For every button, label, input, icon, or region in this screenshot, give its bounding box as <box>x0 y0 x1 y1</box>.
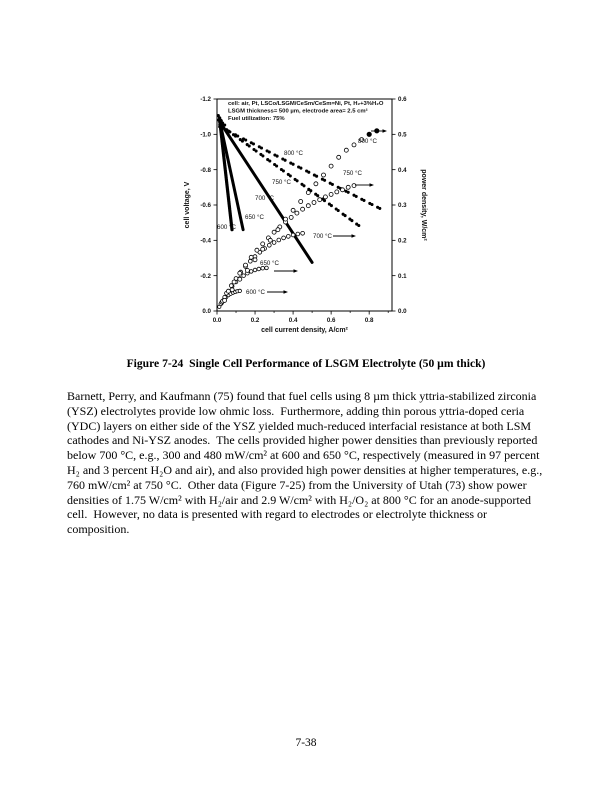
temperature-label: 700 °C <box>313 233 333 240</box>
x-axis-title: cell current density, A/cm² <box>261 327 348 334</box>
y-left-tick-label: 0.0 <box>202 308 211 315</box>
y-left-tick-label: -1.2 <box>200 96 211 103</box>
temperature-label: 650 °C <box>260 260 280 267</box>
x-tick-label: 0.0 <box>213 317 222 324</box>
x-tick-label: 0.2 <box>251 317 260 324</box>
x-tick-label: 0.8 <box>365 317 374 324</box>
y-left-tick-label: -0.4 <box>200 238 211 245</box>
temperature-label: 600 °C <box>246 289 266 296</box>
y-left-tick-label: -0.6 <box>200 202 211 209</box>
figure-7-24: 0.0 0.2 0.4 0.6 0.8 -1.2 -1.0 -0.8 -0.6 -0.4 -0.2 0… <box>175 88 447 355</box>
y-left-tick-label: -0.2 <box>200 273 211 280</box>
series-voltage-650C <box>218 120 245 232</box>
figure-caption: Figure 7-24 Single Cell Performance of L… <box>126 357 486 370</box>
temperature-label: 700 °C <box>255 195 275 202</box>
y-right-tick-label: 0.6 <box>398 96 407 103</box>
y-right-tick-label: 0.3 <box>398 202 407 209</box>
y-left-axis-title: cell voltage, V <box>184 181 191 228</box>
series-voltage-800C <box>218 125 382 210</box>
y-right-tick-label: 0.2 <box>398 238 407 245</box>
series-voltage-600C <box>218 120 234 232</box>
body-paragraph: Barnett, Perry, and Kaufmann (75) found … <box>67 389 546 537</box>
y-left-tick-label: -0.8 <box>200 167 211 174</box>
series-voltage-700C <box>218 120 314 264</box>
right-arrow <box>267 290 288 294</box>
y-left-tick-label: -1.0 <box>200 132 211 139</box>
temperature-label: 650 °C <box>245 214 265 221</box>
right-arrow <box>355 183 374 187</box>
series-voltage-750C <box>218 123 361 228</box>
y-right-tick-label: 0.5 <box>398 132 407 139</box>
temperature-label: 600 °C <box>217 224 237 231</box>
x-tick-label: 0.6 <box>327 317 336 324</box>
series-voltage-start-cluster <box>216 114 227 127</box>
series-power-800C <box>222 128 380 303</box>
series-power-750C <box>220 183 357 304</box>
temperature-label: 800 °C <box>358 138 378 145</box>
performance-chart: 0.0 0.2 0.4 0.6 0.8 -1.2 -1.0 -0.8 -0.6 -0.4 -0.2 0… <box>184 96 427 334</box>
y-right-tick-label: 0.0 <box>398 308 407 315</box>
plot-frame <box>216 98 393 312</box>
right-arrow <box>371 129 387 133</box>
temperature-label: 800 °C <box>284 150 304 157</box>
chart-legend-line: cell: air, Pt, LSCo/LSGM/CeSm/CeSm=Ni, P… <box>228 101 384 107</box>
y-right-tick-label: 0.4 <box>398 167 407 174</box>
y-right-tick-label: 0.1 <box>398 273 407 280</box>
chart-legend-line: LSGM thickness= 500 µm, electrode area= … <box>228 108 368 115</box>
x-tick-label: 0.4 <box>289 317 298 324</box>
page-number: 7-38 <box>295 737 317 749</box>
right-arrow <box>274 269 298 273</box>
y-right-axis-title: power density, W/cm² <box>420 169 427 241</box>
chart-legend-line: Fuel utilization: 75% <box>228 116 285 122</box>
temperature-label: 750 °C <box>272 179 292 186</box>
temperature-label: 750 °C <box>343 170 363 177</box>
right-arrow <box>333 234 356 238</box>
